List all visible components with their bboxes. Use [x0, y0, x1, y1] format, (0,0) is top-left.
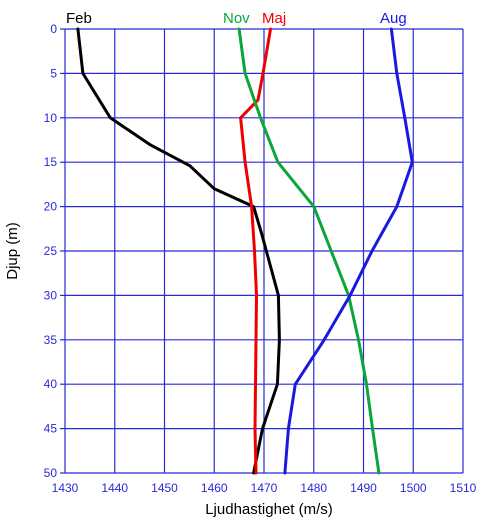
x-tick-label: 1470 — [251, 481, 278, 495]
x-axis-title: Ljudhastighet (m/s) — [205, 501, 333, 518]
y-tick-label: 30 — [44, 288, 58, 302]
y-tick-label: 20 — [44, 200, 58, 214]
y-tick-label: 45 — [44, 422, 58, 436]
x-tick-label: 1480 — [300, 481, 327, 495]
series-label-nov: Nov — [223, 10, 250, 27]
y-tick-label: 5 — [50, 66, 57, 80]
y-axis-title: Djup (m) — [4, 222, 21, 280]
x-tick-label: 1490 — [350, 481, 377, 495]
y-tick-label: 10 — [44, 111, 58, 125]
y-tick-label: 0 — [50, 22, 57, 36]
y-tick-label: 50 — [44, 466, 58, 480]
x-tick-label: 1440 — [101, 481, 128, 495]
grid — [60, 28, 464, 474]
tick-labels: 1430 1440 1450 1460 1470 1480 1490 1500 1510 0 5 10… — [44, 22, 477, 495]
series-lines — [76, 27, 414, 475]
y-tick-label: 40 — [44, 377, 58, 391]
series-line-nov — [237, 27, 381, 475]
x-tick-label: 1450 — [151, 481, 178, 495]
y-tick-label: 15 — [44, 155, 58, 169]
x-tick-label: 1510 — [450, 481, 477, 495]
series-label-maj: Maj — [262, 10, 286, 27]
x-tick-label: 1430 — [52, 481, 79, 495]
x-tick-label: 1500 — [400, 481, 427, 495]
series-line-maj — [239, 27, 272, 475]
y-tick-label: 25 — [44, 244, 58, 258]
series-labels: Feb Maj Nov Aug — [66, 10, 407, 27]
series-label-aug: Aug — [380, 10, 407, 27]
series-label-feb: Feb — [66, 10, 92, 27]
series-line-feb — [76, 27, 281, 475]
y-tick-label: 35 — [44, 333, 58, 347]
series-line-aug — [283, 27, 414, 475]
x-tick-label: 1460 — [201, 481, 228, 495]
